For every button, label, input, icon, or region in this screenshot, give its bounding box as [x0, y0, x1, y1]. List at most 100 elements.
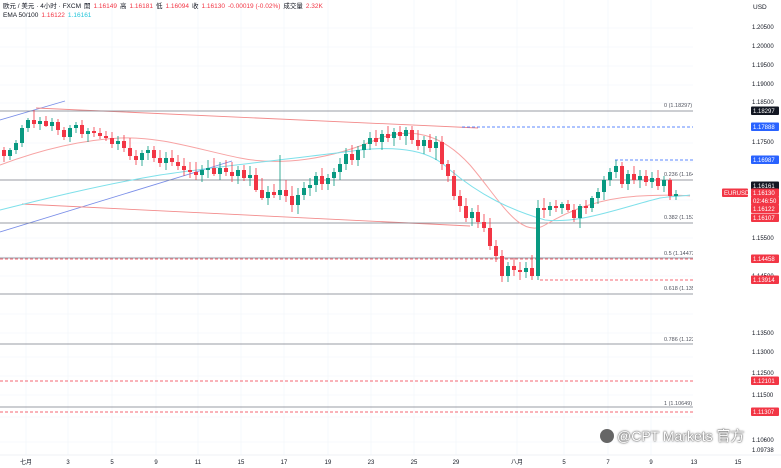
time-axis-label: 5 [110, 460, 114, 466]
time-axis-label: 25 [411, 460, 418, 466]
price-axis-label: 1.15500 [752, 236, 774, 242]
candle-body [314, 176, 318, 185]
ema-lines [0, 132, 691, 229]
candle-body [92, 131, 96, 133]
low-value: 1.16094 [165, 3, 190, 10]
candle-body [578, 206, 582, 218]
price-axis-label: 1.19000 [752, 82, 774, 88]
candle-body [260, 190, 264, 198]
candle-body [14, 143, 18, 150]
time-axis-label: 八月 [511, 459, 523, 466]
time-axis-label: 15 [735, 460, 742, 466]
candle-body [140, 153, 144, 160]
candle-body [632, 174, 636, 180]
time-axis-label: 5 [562, 460, 566, 466]
watermark-text: @CPT Markets 官方 [617, 428, 745, 444]
candle-body [440, 142, 444, 164]
candle-body [338, 164, 342, 172]
close-value: 1.16130 [201, 3, 226, 10]
time-axis-label: 15 [238, 460, 245, 466]
candle-body [572, 210, 576, 218]
time-axis-label: 13 [691, 460, 698, 466]
price-axis-label: 1.18500 [752, 100, 774, 106]
candle-body [212, 168, 216, 174]
time-axis-label: 七月 [20, 458, 32, 466]
price-tag-bg [751, 181, 779, 190]
candle-body [308, 185, 312, 188]
price-tag-label: 1.11307 [753, 410, 775, 416]
candle-body [38, 121, 42, 124]
candle-body [122, 141, 126, 148]
high-label: 高 [120, 3, 127, 10]
candle-body [434, 142, 438, 148]
candle-body [524, 268, 528, 272]
candle-body [638, 176, 642, 180]
symbol-title[interactable]: 欧元 / 美元 · 4小时 · FXCM [3, 3, 81, 10]
candle-body [602, 180, 606, 192]
price-tag-label: 1.16161 [753, 184, 775, 190]
candle-body [596, 192, 600, 198]
price-tag-bg [751, 106, 779, 115]
candle-body [554, 206, 558, 208]
candle-body [272, 192, 276, 195]
candlesticks [2, 110, 678, 282]
candle-body [194, 172, 198, 175]
candle-body [116, 141, 120, 144]
price-tag-bg [751, 188, 779, 197]
price-axis-label: 1.11500 [752, 393, 774, 399]
currency-label[interactable]: USD [753, 4, 767, 11]
candle-body [188, 170, 192, 172]
candle-body [464, 206, 468, 218]
price-tag-label: 1.14458 [753, 257, 775, 263]
candle-body [668, 180, 672, 196]
candle-body [536, 208, 540, 276]
time-axis-label: 3 [66, 460, 70, 466]
fib-label: 0 (1.18297) [664, 103, 692, 109]
blue-trendline-upper [0, 100, 66, 121]
candle-body [26, 120, 30, 128]
candle-body [62, 130, 66, 137]
candle-body [386, 134, 390, 138]
open-label: 開 [84, 3, 91, 10]
candle-body [620, 166, 624, 184]
price-tag-bg [722, 188, 748, 197]
ema-fast-line [0, 132, 691, 229]
candle-body [182, 166, 186, 170]
candle-body [236, 170, 240, 176]
candle-body [566, 204, 570, 210]
open-value: 1.16149 [93, 3, 118, 10]
red-channel-lower [21, 203, 471, 227]
price-axis-label: 1.19500 [752, 63, 774, 69]
time-axis-label: 17 [281, 460, 288, 466]
candle-body [380, 134, 384, 142]
fib-label: 0.5 (1.14473) [664, 251, 697, 257]
candle-body [656, 178, 660, 186]
candle-body [344, 154, 348, 164]
price-axis-label: 1.20500 [752, 25, 774, 31]
ema-label[interactable]: EMA 50/100 [3, 12, 39, 19]
time-axis: 七月 3 5 9 11 15 17 19 23 25 29 八月 5 7 9 13 15 [20, 458, 742, 466]
candle-body [374, 138, 378, 142]
volume-value: 2.32K [305, 3, 323, 10]
price-axis-label: 1.20000 [752, 44, 774, 50]
candle-body [494, 246, 498, 256]
price-tag-label: 1.12101 [753, 379, 775, 385]
fibonacci-levels [0, 110, 693, 413]
candle-body [242, 170, 246, 178]
time-axis-label: 19 [325, 460, 332, 466]
wechat-logo-icon [600, 429, 614, 443]
candle-body [98, 133, 102, 136]
candle-body [470, 212, 474, 218]
candle-body [608, 172, 612, 180]
candle-body [584, 206, 588, 208]
time-axis-label: 29 [453, 460, 460, 466]
price-tag-label: 02:46:50 [753, 199, 777, 205]
candle-body [644, 176, 648, 182]
candle-body [488, 228, 492, 246]
price-tag-bg [751, 196, 779, 205]
candle-body [32, 120, 36, 124]
candle-body [662, 180, 666, 186]
candle-body [392, 132, 396, 138]
